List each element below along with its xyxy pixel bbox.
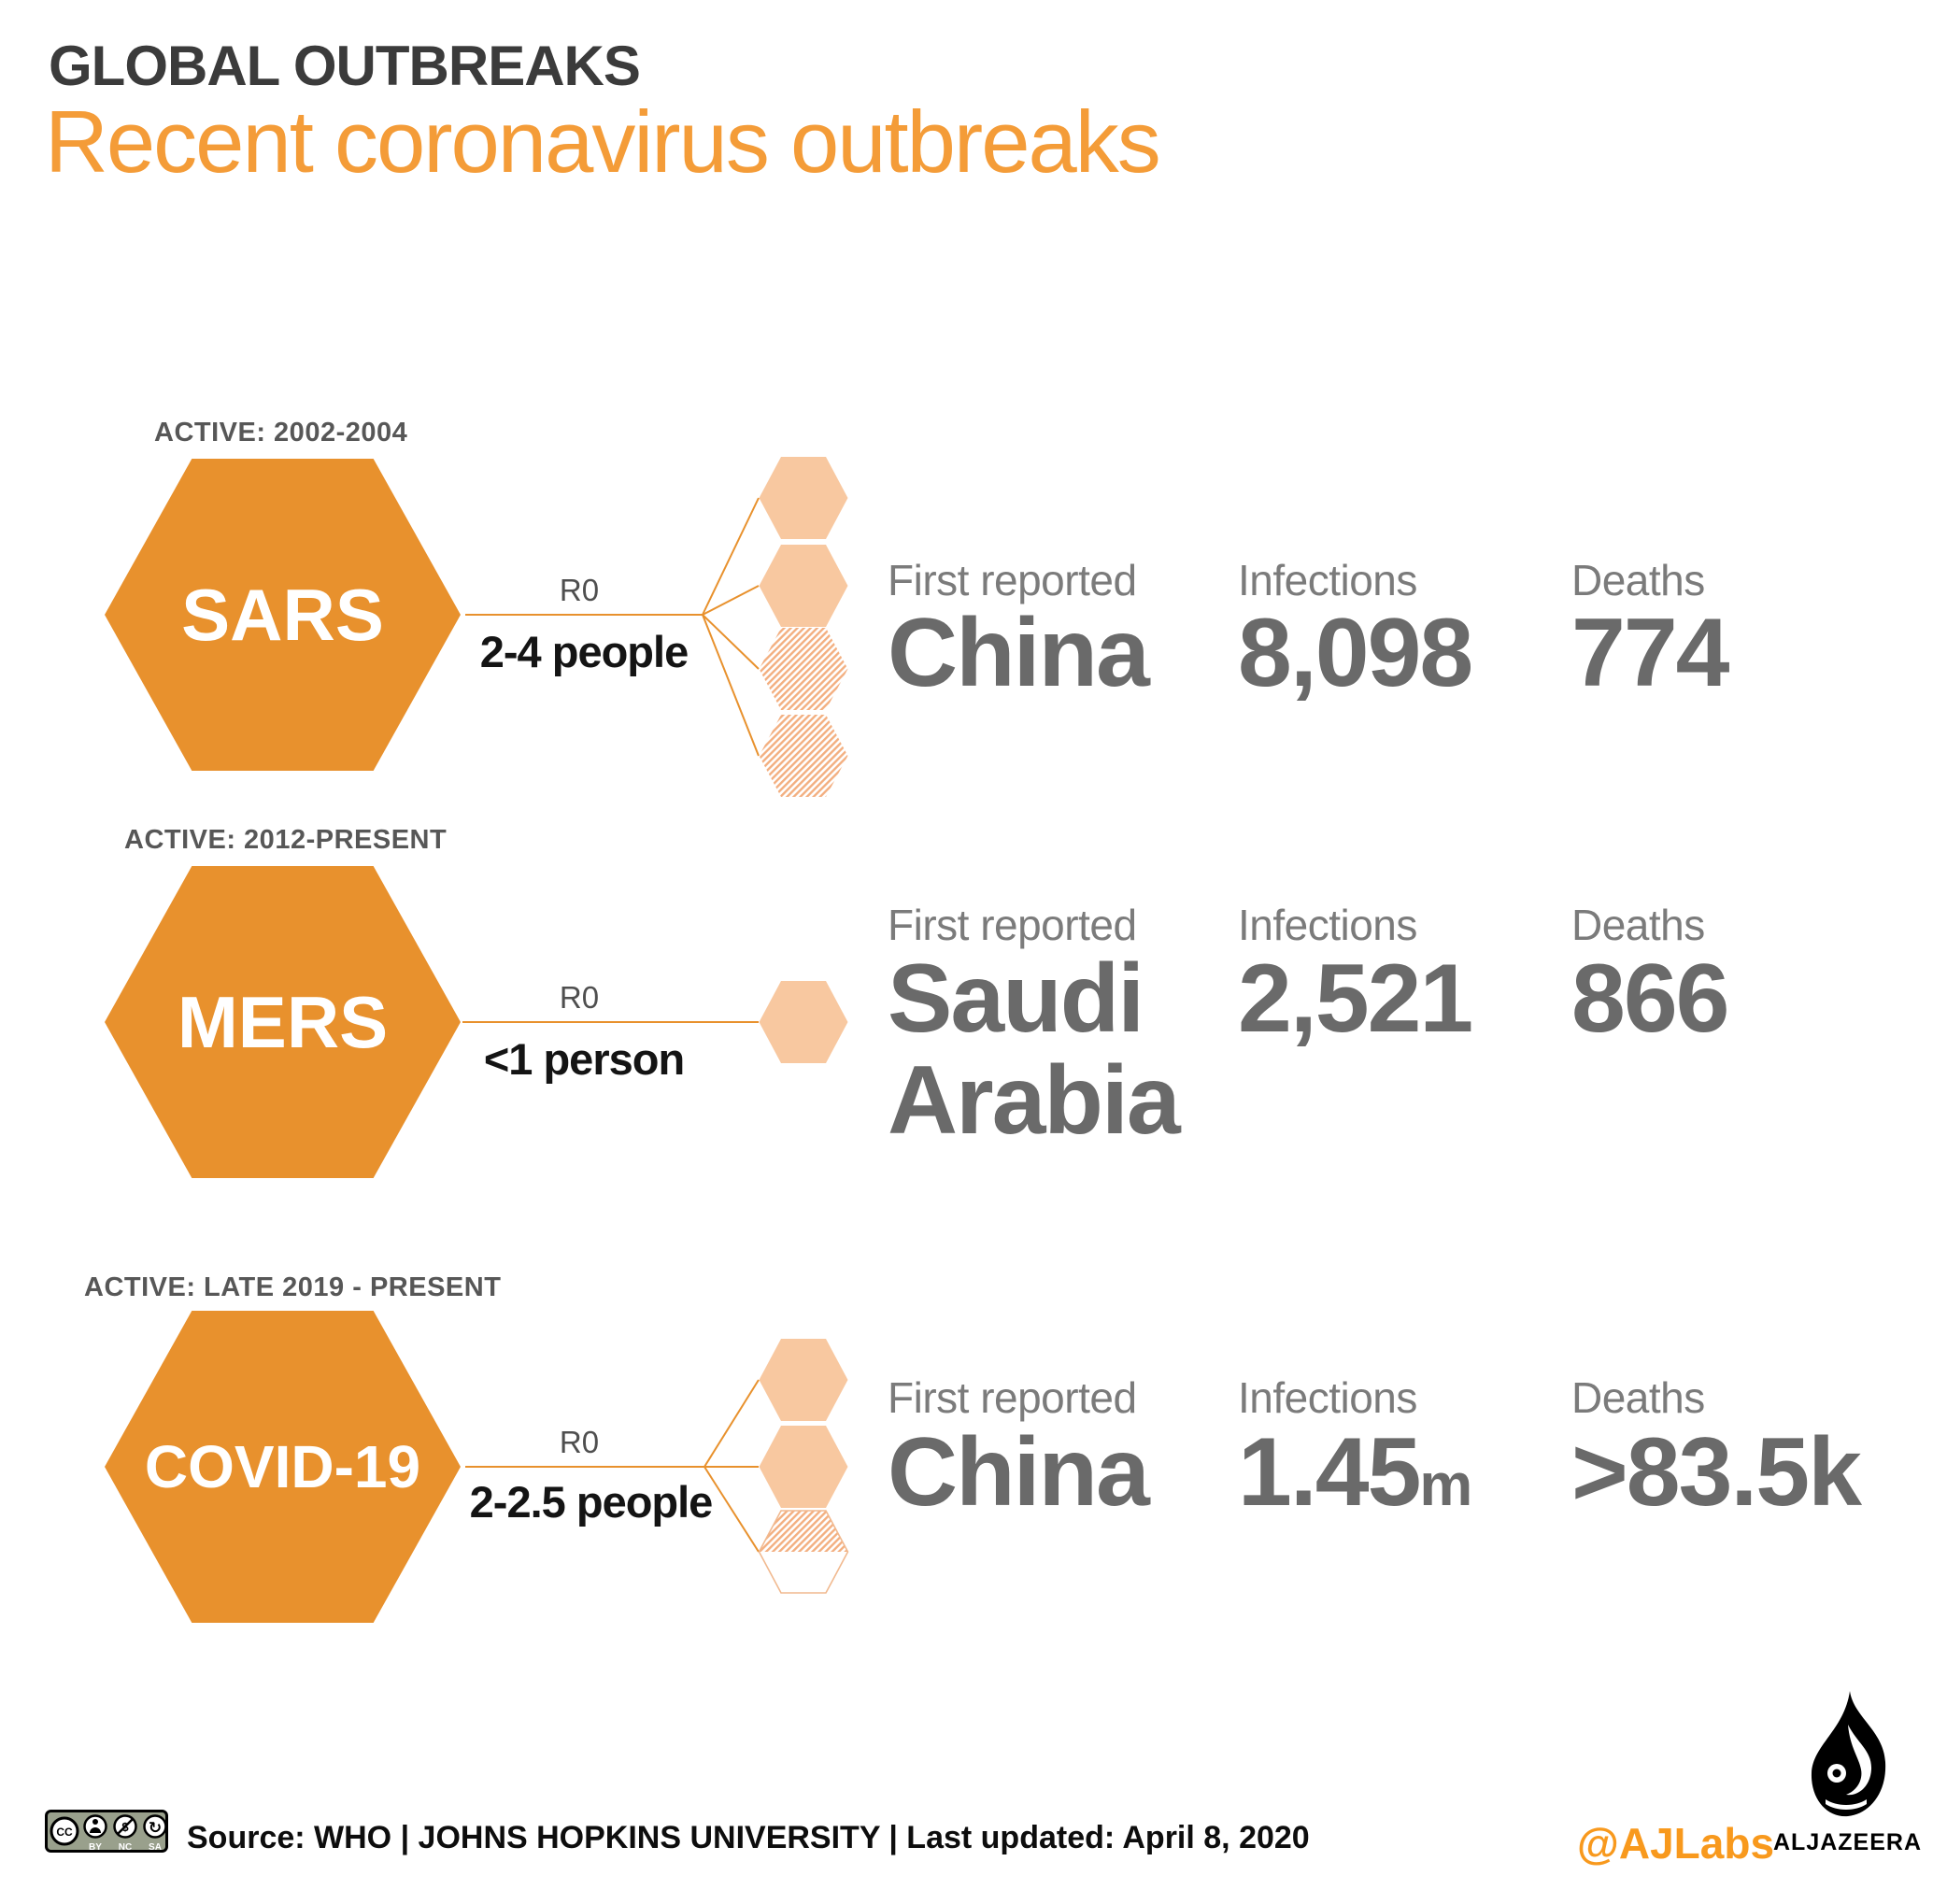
covid-infections-value: 1.45m <box>1238 1421 1472 1524</box>
covid-r0-label: R0 <box>559 1425 600 1459</box>
mers-infections-label: Infections <box>1238 901 1417 949</box>
spread-hexagon-solid <box>759 1426 848 1508</box>
page-kicker: GLOBAL OUTBREAKS <box>49 35 641 97</box>
cc-nc-slash <box>117 1818 134 1835</box>
sars-infections-label: Infections <box>1238 556 1417 604</box>
mers-first-reported-label: First reported <box>888 901 1137 949</box>
mers-active-period: ACTIVE: 2012-PRESENT <box>124 825 448 855</box>
mers-r0-value: <1 person <box>483 1034 685 1084</box>
spread-hexagon-half-hatched <box>759 1511 848 1552</box>
mers-first-reported-value: Saudi Arabia <box>888 945 1181 1156</box>
cc-icon-text: CC <box>56 1826 73 1839</box>
mers-name: MERS <box>177 981 389 1063</box>
page-title: Recent coronavirus outbreaks <box>45 92 1161 191</box>
cc-nc-label: NC <box>119 1842 132 1853</box>
cc-by-icon <box>83 1814 107 1839</box>
spread-hexagon-hatched <box>759 628 848 710</box>
covid-infections-label: Infections <box>1238 1373 1417 1422</box>
cc-sa-label: SA <box>149 1842 162 1853</box>
cc-sa-arrow: ↻ <box>149 1819 162 1838</box>
spread-hexagon-solid <box>759 1339 848 1421</box>
mers-r0-label: R0 <box>559 980 600 1015</box>
source-attribution: Source: WHO | JOHNS HOPKINS UNIVERSITY |… <box>187 1820 1310 1855</box>
cc-sa-icon <box>143 1814 167 1839</box>
fan-line <box>702 614 760 757</box>
covid-spread-diagram <box>465 1339 849 1594</box>
covid-active-period: ACTIVE: LATE 2019 - PRESENT <box>84 1272 502 1302</box>
ajlabs-credit: @AJLabs <box>1577 1819 1775 1868</box>
covid-name: COVID-19 <box>144 1433 421 1500</box>
sars-hexagon: SARS <box>105 459 461 771</box>
cc-by-person-body <box>90 1827 101 1833</box>
aljazeera-logo-icon <box>1811 1691 1886 1817</box>
spread-hexagon-hatched <box>759 715 848 797</box>
spread-hexagon-outline <box>758 1510 849 1594</box>
spread-hexagon-solid <box>759 981 848 1063</box>
covid-first-reported-label: First reported <box>888 1373 1137 1422</box>
sars-first-reported-label: First reported <box>888 556 1137 604</box>
covid-deaths-value: >83.5k <box>1571 1418 1862 1527</box>
sars-name: SARS <box>181 574 384 656</box>
fan-line <box>703 1466 760 1553</box>
fan-line <box>702 614 760 670</box>
sars-deaths-label: Deaths <box>1571 556 1705 604</box>
mers-hexagon: MERS <box>105 866 461 1178</box>
sars-r0-label: R0 <box>559 573 600 607</box>
cc-by-label: BY <box>89 1842 102 1853</box>
covid-infections-number: 1.45 <box>1238 1418 1421 1527</box>
covid-deaths-label: Deaths <box>1571 1373 1705 1422</box>
sars-r0-value: 2-4 people <box>479 627 689 676</box>
sars-deaths-value: 774 <box>1571 599 1730 707</box>
mers-spread-diagram <box>462 981 848 1063</box>
mers-deaths-label: Deaths <box>1571 901 1705 949</box>
cc-icon <box>50 1816 79 1846</box>
mers-infections-value: 2,521 <box>1238 945 1473 1053</box>
covid-infections-suffix: m <box>1419 1451 1472 1518</box>
sars-active-period: ACTIVE: 2002-2004 <box>154 418 408 448</box>
fan-line <box>703 1379 760 1468</box>
spread-hexagon-solid <box>759 457 848 539</box>
mers-deaths-value: 866 <box>1571 945 1730 1053</box>
cc-badge-plate <box>45 1810 168 1853</box>
covid-r0-value: 2-2.5 people <box>469 1477 714 1527</box>
sars-spread-diagram <box>465 457 848 797</box>
aljazeera-wordmark: ALJAZEERA <box>1773 1829 1923 1855</box>
sars-infections-value: 8,098 <box>1238 599 1473 707</box>
cc-by-person-head <box>92 1819 98 1825</box>
covid-hexagon: COVID-19 <box>105 1311 461 1623</box>
fan-line <box>702 585 760 616</box>
sars-first-reported-value: China <box>888 599 1150 707</box>
covid-first-reported-value: China <box>888 1418 1150 1527</box>
spread-hexagon-solid <box>759 545 848 627</box>
cc-license-badge: CC BY $ NC ↻ SA <box>45 1810 168 1853</box>
fan-line <box>702 497 760 616</box>
